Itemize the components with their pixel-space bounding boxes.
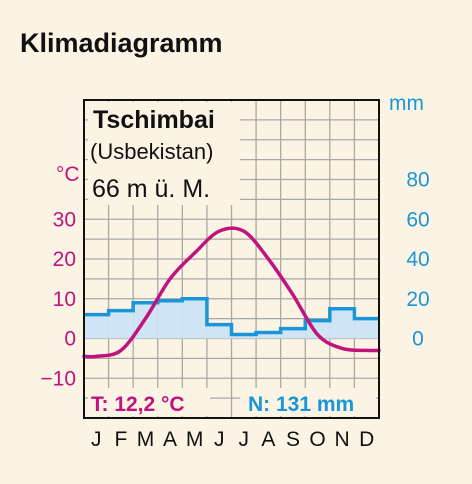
station-country: (Usbekistan)	[90, 139, 213, 164]
precipitation-bar	[108, 310, 134, 339]
precipitation-summary-background	[240, 388, 376, 416]
precipitation-bar	[329, 308, 355, 339]
month-label: J	[91, 428, 102, 451]
precipitation-tick-label: 80	[406, 169, 429, 192]
month-label: J	[239, 428, 250, 451]
precipitation-bar	[280, 328, 306, 339]
precipitation-axis-ticks: 80 60 40 20 0	[406, 169, 429, 351]
month-label: M	[137, 428, 155, 451]
temperature-series	[82, 226, 381, 359]
precipitation-tick-label: 40	[406, 248, 429, 271]
month-label: D	[359, 428, 374, 451]
month-label: F	[114, 428, 127, 451]
temperature-tick-label: 20	[53, 248, 76, 271]
precipitation-bar	[182, 298, 207, 339]
temperature-summary: T: 12,2 °C	[91, 393, 185, 416]
station-elevation: 66 m ü. M.	[92, 175, 210, 203]
precipitation-bar	[256, 332, 281, 339]
precipitation-tick-label: 0	[412, 328, 424, 351]
station-name: Tschimbai	[93, 106, 215, 134]
month-label: O	[309, 428, 325, 451]
precipitation-bar	[354, 318, 379, 339]
temperature-summary-background	[88, 388, 210, 416]
precipitation-summary: N: 131 mm	[248, 393, 354, 416]
chart-title: Klimadiagramm	[20, 28, 223, 58]
precipitation-bar	[157, 300, 183, 339]
precipitation-tick-label: 20	[406, 288, 429, 311]
precipitation-bar	[84, 314, 109, 339]
temperature-line	[82, 226, 381, 359]
month-label: A	[163, 428, 177, 451]
precipitation-bar	[206, 324, 232, 339]
month-label: S	[286, 428, 300, 451]
temperature-tick-label: 0	[64, 328, 76, 351]
temperature-axis-ticks: 30 20 10 0 −10	[40, 208, 76, 390]
month-label: J	[214, 428, 225, 451]
station-info-background	[88, 102, 240, 205]
precipitation-bar	[231, 334, 257, 339]
precipitation-tick-label: 60	[406, 208, 429, 231]
temperature-tick-label: −10	[40, 367, 76, 390]
plot-frame	[83, 99, 380, 419]
precipitation-unit-label: mm	[389, 92, 424, 115]
precipitation-line	[84, 297, 379, 337]
temperature-tick-label: 10	[53, 288, 76, 311]
month-label: A	[261, 428, 275, 451]
month-label: N	[335, 428, 350, 451]
month-label: M	[186, 428, 204, 451]
precipitation-series	[84, 297, 379, 339]
temperature-tick-label: 30	[53, 208, 76, 231]
temperature-unit-label: °C	[56, 163, 80, 186]
